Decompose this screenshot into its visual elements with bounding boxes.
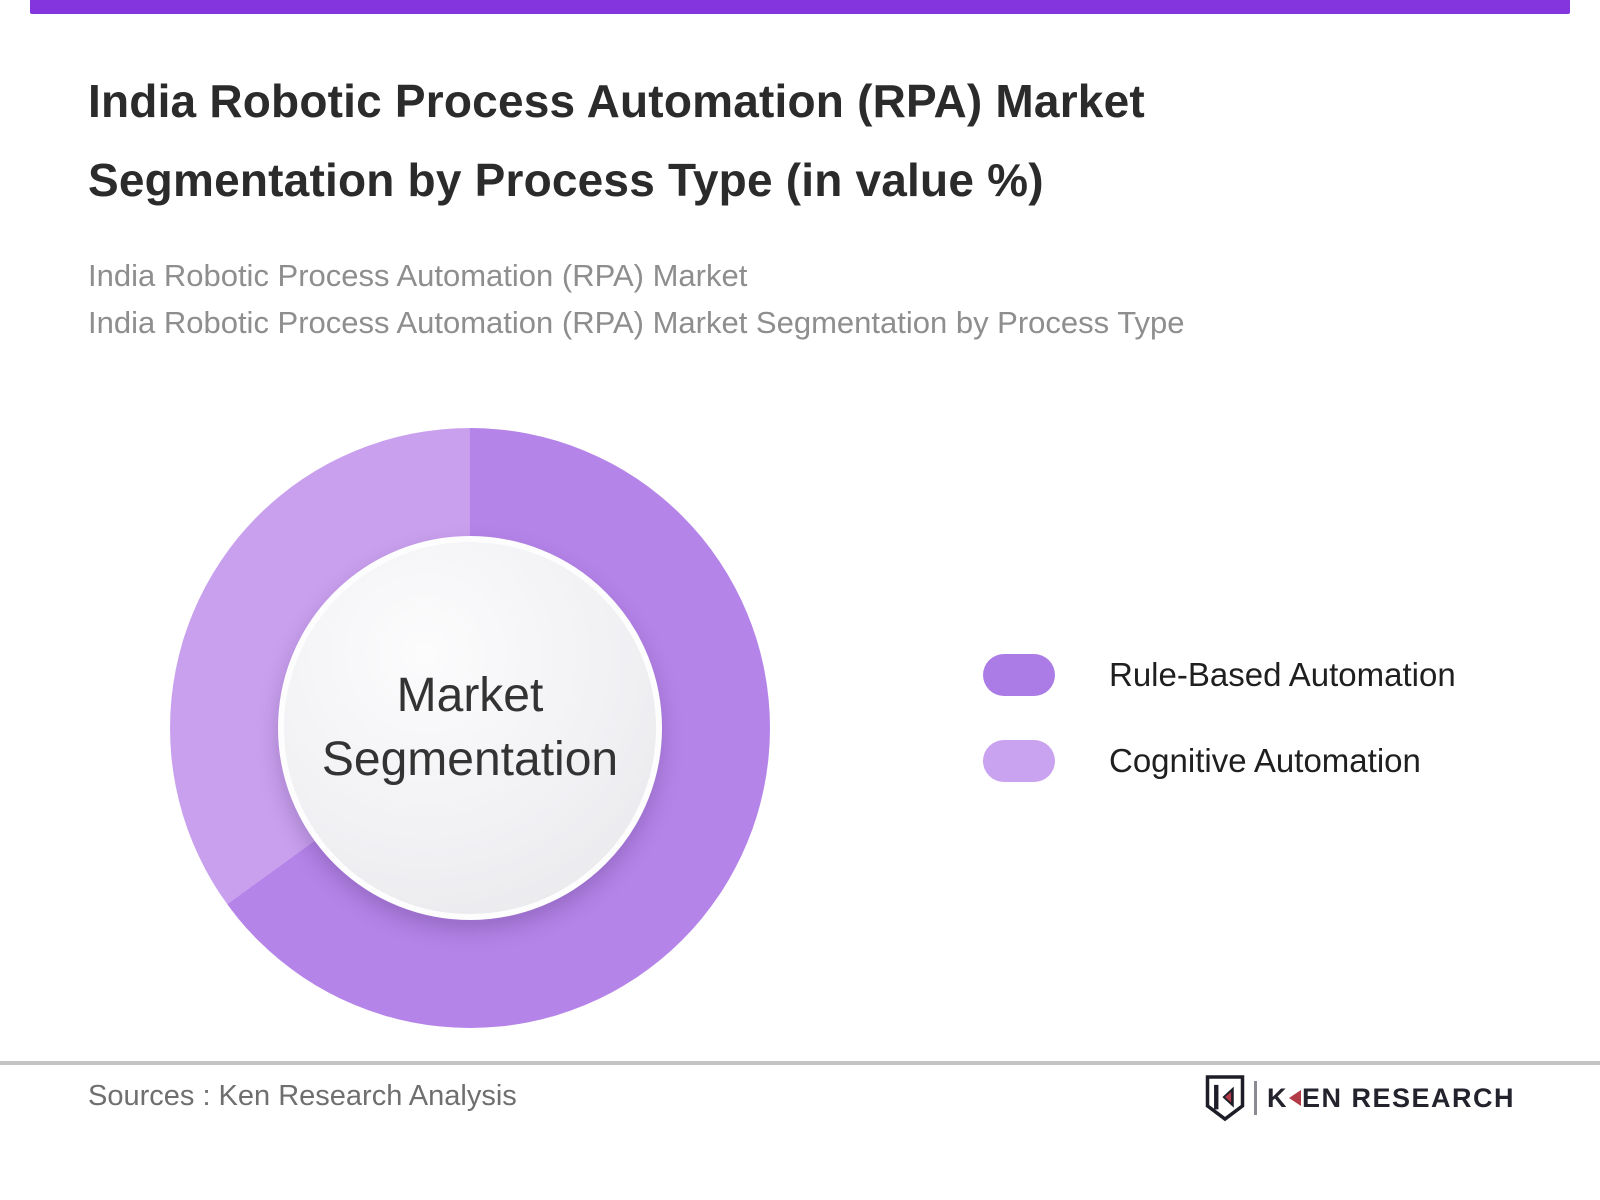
legend-label-rule-based: Rule-Based Automation — [1109, 656, 1456, 693]
ken-research-wordmark: K EN RESEARCH — [1267, 1083, 1515, 1114]
ken-research-logo: K EN RESEARCH — [1204, 1072, 1515, 1124]
donut-center-label-line2: Segmentation — [321, 733, 619, 786]
logo-separator — [1253, 1081, 1257, 1115]
legend-item-rule-based: Rule-Based Automation — [983, 652, 1456, 698]
legend-item-cognitive: Cognitive Automation — [983, 738, 1456, 784]
page-subtitle-line2: India Robotic Process Automation (RPA) M… — [88, 305, 1185, 340]
page-subtitle-line1: India Robotic Process Automation (RPA) M… — [88, 258, 748, 293]
donut-center: Market Segmentation — [278, 536, 662, 920]
legend-swatch-cognitive — [983, 740, 1055, 782]
wordmark-k: K — [1266, 1082, 1288, 1113]
chart-legend: Rule-Based Automation Cognitive Automati… — [983, 652, 1456, 784]
legend-swatch-rule-based — [983, 654, 1055, 696]
sources-note: Sources : Ken Research Analysis — [88, 1080, 517, 1112]
footer-divider — [0, 1061, 1600, 1065]
wordmark-rest: EN RESEARCH — [1301, 1082, 1515, 1113]
page-title-line1: India Robotic Process Automation (RPA) M… — [88, 75, 1145, 127]
legend-label-cognitive: Cognitive Automation — [1109, 742, 1421, 779]
donut-chart: Market Segmentation — [170, 428, 770, 1028]
page-subtitle: India Robotic Process Automation (RPA) M… — [88, 252, 1488, 346]
page-title: India Robotic Process Automation (RPA) M… — [88, 62, 1338, 220]
wordmark-red-triangle-icon — [1288, 1090, 1301, 1106]
top-accent-bar — [30, 0, 1570, 14]
page-title-line2: Segmentation by Process Type (in value %… — [88, 154, 1044, 206]
donut-center-label-line1: Market — [396, 669, 544, 722]
ken-research-shield-icon — [1205, 1075, 1245, 1122]
